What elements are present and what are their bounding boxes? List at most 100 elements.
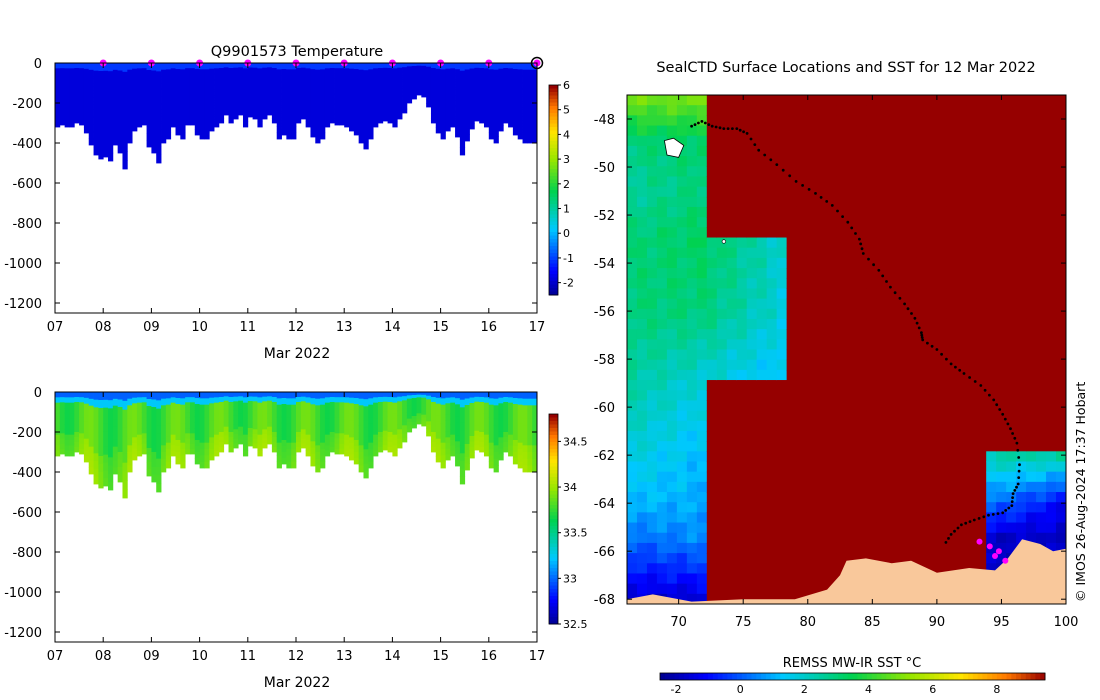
profile-cell [493, 109, 499, 117]
colorbar-segment [549, 508, 558, 513]
profile-cell [440, 404, 446, 412]
sst-cell [646, 166, 658, 178]
profile-cell [189, 407, 196, 414]
track-point [860, 247, 864, 251]
sst-cell [706, 166, 718, 178]
profile-cell [483, 397, 490, 404]
sst-cell [986, 166, 997, 178]
profile-cell [392, 440, 398, 446]
sst-cell [826, 339, 838, 351]
profile-cell [469, 123, 475, 130]
profile-cell [527, 69, 533, 77]
sst-cell [686, 206, 698, 218]
track-point [693, 123, 697, 126]
sst-cell [936, 156, 947, 167]
colorbar-segment [549, 169, 558, 173]
profile-cell [218, 417, 225, 423]
y-tick-label: -200 [12, 426, 42, 441]
sst-cell [676, 461, 688, 473]
sst-cell [946, 481, 957, 493]
profile-cell [479, 417, 485, 423]
sst-cell [806, 390, 818, 401]
sst-cell [726, 461, 738, 473]
sst-cell [696, 430, 708, 442]
sst-cell [776, 145, 788, 157]
sst-cell [1046, 278, 1057, 290]
sst-cell [726, 420, 738, 432]
sst-cell [876, 125, 888, 137]
sst-cell [876, 481, 888, 493]
sst-cell [876, 329, 888, 340]
profile-cell [435, 403, 441, 410]
profile-cell [488, 404, 495, 412]
sst-cell [956, 349, 967, 361]
colorbar-segment [549, 491, 558, 495]
sst-cell [706, 461, 718, 473]
profile-cell [64, 413, 70, 420]
profile-cell [108, 465, 114, 475]
sst-cell [976, 115, 987, 127]
profile-cell [170, 440, 176, 446]
profile-cell [214, 450, 220, 457]
sst-cell [627, 217, 638, 228]
profile-cell [479, 68, 485, 74]
profile-cell [136, 397, 143, 404]
sst-cell [996, 217, 1007, 228]
track-point [926, 341, 929, 345]
sst-cell [1046, 257, 1057, 269]
profile-cell [402, 404, 408, 410]
sst-cell [716, 451, 728, 463]
sst-cell [806, 441, 818, 452]
profile-cell [132, 414, 138, 421]
profile-cell [242, 89, 249, 96]
sst-cell [686, 471, 698, 483]
sst-cell [966, 318, 977, 330]
profile-cell [300, 77, 307, 83]
profile-cell [151, 145, 157, 154]
profile-cell [199, 430, 205, 437]
sst-cell [826, 532, 838, 544]
profile-cell [498, 85, 504, 92]
profile-cell [459, 445, 466, 454]
salinity-ticks: 07 08 09 10 11 12 13 14 15 16 170-200-400-600-800-… [4, 386, 545, 664]
profile-cell [517, 423, 523, 431]
profile-cell [508, 392, 514, 398]
sst-cell [816, 380, 828, 391]
profile-cell [406, 66, 413, 71]
sst-cell [836, 349, 848, 361]
profile-cell [88, 110, 94, 119]
sst-cell [1036, 217, 1047, 228]
sst-cell [1046, 400, 1057, 412]
profile-cell [238, 71, 244, 77]
profile-cell [349, 409, 355, 416]
colorbar-tick-label: 1 [563, 203, 570, 216]
sst-cell [736, 542, 748, 554]
sst-cell [866, 451, 878, 463]
track-point [1011, 492, 1015, 495]
sst-cell [726, 288, 738, 300]
profile-cell [387, 427, 393, 433]
sst-cell [816, 522, 828, 534]
sst-cell [936, 451, 947, 463]
colorbar-segment [549, 536, 558, 541]
sst-cell [1006, 339, 1017, 351]
profile-cell [271, 437, 278, 443]
sst-cell [726, 95, 738, 106]
sst-cell [676, 339, 688, 351]
sst-cell [726, 247, 738, 259]
profile-cell [397, 86, 403, 92]
profile-cell [503, 447, 509, 453]
profile-cell [64, 116, 70, 123]
sst-cell [627, 359, 638, 371]
profile-cell [300, 63, 307, 69]
profile-cell [474, 72, 480, 78]
sst-cell [756, 420, 768, 432]
sst-cell [696, 369, 708, 381]
sst-cell [796, 206, 808, 218]
profile-cell [522, 425, 528, 433]
sst-cell [796, 145, 808, 157]
sst-cell [796, 430, 808, 442]
sst-cell [766, 542, 778, 554]
profile-cell [180, 63, 186, 70]
profile-cell [397, 109, 403, 115]
